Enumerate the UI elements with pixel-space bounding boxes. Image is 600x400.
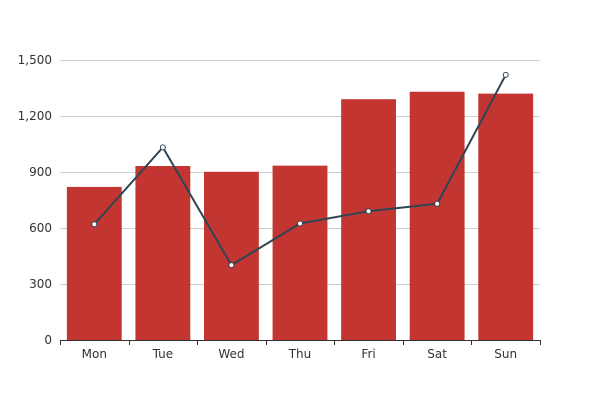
y-tick-label: 0 — [44, 333, 52, 347]
x-tick-label: Fri — [361, 347, 375, 361]
x-tick-label: Thu — [288, 347, 312, 361]
line-point-fri — [365, 208, 372, 215]
y-tick-label: 1,500 — [18, 53, 52, 67]
bar-wed — [204, 171, 259, 340]
bar-sat — [409, 91, 465, 340]
y-tick-label: 600 — [29, 221, 52, 235]
bar-sun — [478, 93, 534, 340]
x-tick-label: Tue — [152, 347, 174, 361]
y-tick-label: 300 — [29, 277, 52, 291]
line-point-sat — [434, 200, 441, 207]
bar-mon — [66, 186, 122, 340]
line-point-wed — [228, 262, 235, 269]
bar-thu — [272, 165, 328, 340]
y-tick-label: 900 — [29, 165, 52, 179]
x-tick-label: Sun — [494, 347, 517, 361]
line-point-tue — [159, 144, 166, 151]
x-tick-label: Sat — [427, 347, 447, 361]
line-point-thu — [297, 220, 303, 227]
x-tick-label: Mon — [82, 347, 107, 361]
bar-fri — [341, 99, 396, 340]
y-tick-label: 1,200 — [18, 109, 52, 123]
line-point-mon — [91, 221, 98, 228]
x-tick-label: Wed — [218, 347, 244, 361]
bar-tue — [135, 166, 191, 340]
line-point-sun — [502, 71, 509, 78]
